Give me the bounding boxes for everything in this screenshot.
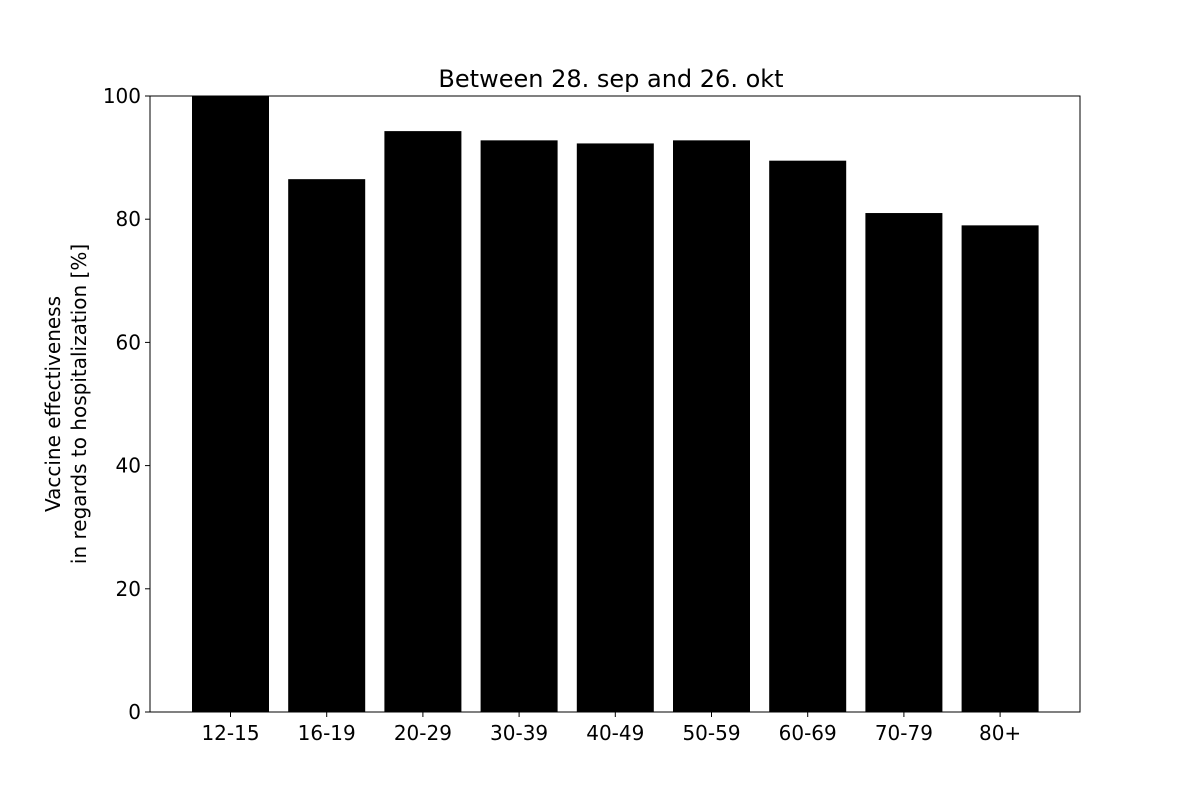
bar-50-59 (673, 140, 750, 713)
chart-title: Between 28. sep and 26. okt (438, 65, 783, 93)
y-tick-label: 100 (103, 84, 141, 108)
y-axis: 0 20 40 60 80 100 (103, 84, 150, 724)
bars (192, 96, 1039, 713)
y-tick-label: 60 (116, 330, 141, 354)
y-axis-label: Vaccine effectiveness in regards to hosp… (41, 244, 91, 564)
x-tick-label: 80+ (979, 721, 1021, 745)
x-tick-label: 70-79 (875, 721, 933, 745)
x-tick-label: 60-69 (779, 721, 837, 745)
y-tick-label: 0 (128, 700, 141, 724)
bar-30-39 (480, 140, 558, 713)
bar-20-29 (384, 131, 462, 713)
y-axis-label-line-2: in regards to hospitalization [%] (67, 244, 91, 564)
y-tick-label: 80 (116, 207, 141, 231)
plot-frame (149, 95, 1081, 713)
x-tick-label: 20-29 (394, 721, 452, 745)
bar-80+ (961, 225, 1039, 713)
x-tick-label: 40-49 (586, 721, 644, 745)
x-tick-label: 30-39 (490, 721, 548, 745)
bar-70-79 (865, 213, 943, 713)
bar-12-15 (192, 96, 269, 712)
y-axis-label-line-1: Vaccine effectiveness (41, 296, 65, 512)
x-tick-label: 12-15 (201, 721, 259, 745)
y-tick-label: 20 (116, 577, 141, 601)
bar-16-19 (288, 179, 366, 712)
bar-40-49 (576, 143, 654, 712)
y-tick-label: 40 (116, 454, 141, 478)
x-axis: 12-15 16-19 20-29 30-39 40-49 50-59 60-69 70-79… (201, 712, 1021, 745)
x-tick-label: 16-19 (298, 721, 356, 745)
x-tick-label: 50-59 (682, 721, 740, 745)
bar-60-69 (769, 160, 847, 712)
